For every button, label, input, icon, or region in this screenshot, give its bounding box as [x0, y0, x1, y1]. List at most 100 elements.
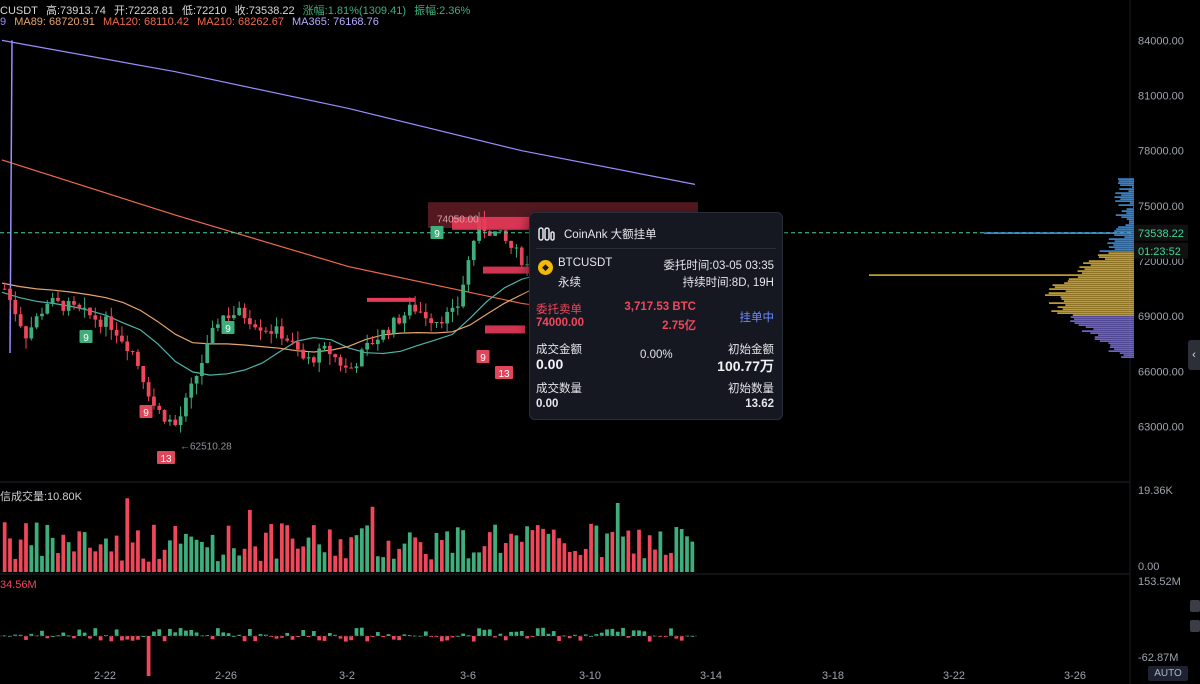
- volume-bar: [493, 524, 497, 572]
- candle-body: [34, 316, 39, 328]
- volume-bar: [642, 558, 647, 572]
- indicator-bar: [178, 628, 183, 636]
- candle-body: [386, 329, 391, 334]
- volume-profile-bar: [1108, 246, 1134, 248]
- volume-bar: [306, 537, 311, 572]
- filled-amount: 0.00: [536, 356, 564, 372]
- volume-bar: [562, 543, 567, 572]
- td-sequence-label: 9: [480, 353, 486, 364]
- indicator-bar: [498, 633, 503, 636]
- filled-qty: 0.00: [536, 398, 559, 410]
- candle-body: [327, 345, 332, 355]
- indicator-bar: [445, 636, 449, 641]
- volume-bar: [434, 533, 439, 572]
- collapse-panel-chevron-icon[interactable]: ‹: [1188, 340, 1200, 370]
- symbol-label: CUSDT: [0, 5, 38, 17]
- candle-body: [173, 419, 178, 426]
- volume-bar: [290, 538, 295, 572]
- volume-bar: [541, 528, 545, 572]
- volume-bar: [226, 525, 231, 572]
- countdown-label: 01:23:52: [1138, 246, 1181, 258]
- candle-body: [104, 316, 108, 327]
- volume-profile-bar: [1126, 218, 1134, 220]
- volume-profile-bar: [1090, 332, 1134, 334]
- order-price: 74000.00: [536, 317, 584, 329]
- volume-profile-bar: [1045, 294, 1134, 296]
- candle-body: [200, 362, 204, 377]
- volume-bar: [248, 509, 252, 572]
- volume-bar: [237, 555, 242, 572]
- time-tick-label: 3-2: [339, 670, 355, 682]
- indicator-bar: [535, 628, 540, 636]
- candle-body: [434, 322, 439, 324]
- tool-icon[interactable]: [1190, 600, 1200, 612]
- indicator-bar: [599, 632, 604, 636]
- indicator-bar: [93, 628, 98, 636]
- indicator-bar: [77, 629, 82, 636]
- candle-body: [445, 311, 449, 324]
- current-price-box: [1134, 224, 1188, 241]
- candle-body: [391, 317, 396, 334]
- volume-profile-bar: [1094, 336, 1134, 338]
- candle-body: [253, 324, 258, 328]
- volume-profile-bar: [1099, 340, 1134, 342]
- ma-lead: 9: [0, 16, 7, 28]
- volume-profile-bar: [1098, 256, 1134, 258]
- volume-bar: [509, 533, 513, 572]
- indicator-bar: [2, 635, 7, 637]
- volume-profile-bar: [1118, 182, 1134, 184]
- candle-body: [248, 318, 252, 325]
- time-tick-label: 2-26: [215, 670, 237, 682]
- candle-body: [210, 327, 215, 343]
- volume-bar: [397, 548, 402, 572]
- volume-bar: [685, 536, 689, 572]
- indicator-bar: [290, 636, 295, 640]
- volume-bar: [503, 543, 508, 572]
- candle-body: [285, 338, 290, 341]
- candle-body: [258, 327, 263, 331]
- td-sequence-label: 9: [434, 229, 440, 240]
- volume-bar: [93, 551, 98, 572]
- volume-profile-bar: [1132, 186, 1134, 188]
- indicator-bar: [626, 636, 631, 638]
- volume-bar: [184, 533, 188, 572]
- indicator-bar: [82, 632, 87, 636]
- td-sequence-badge: [221, 321, 235, 334]
- candle-body: [141, 365, 146, 383]
- candle-body: [503, 230, 508, 241]
- indicator-bar: [205, 635, 210, 637]
- volume-profile-bar: [1119, 188, 1134, 190]
- td-sequence-badge: [430, 226, 444, 239]
- candle-body: [82, 307, 87, 309]
- sell-wall-bar: [367, 297, 415, 302]
- candle-body: [264, 330, 268, 332]
- volume-profile-bar: [1054, 286, 1134, 288]
- volume-bar: [610, 531, 615, 572]
- volume-profile-bar: [1099, 250, 1134, 252]
- indicator-bar: [583, 634, 588, 636]
- volume-profile-bar: [1067, 280, 1134, 282]
- td-sequence-label: 13: [160, 454, 172, 465]
- volume-profile-bar: [1121, 216, 1134, 218]
- volume-bar: [375, 556, 380, 572]
- candle-body: [98, 319, 103, 327]
- volume-bar: [216, 561, 220, 572]
- indicator-bar: [503, 636, 508, 641]
- volume-profile-bar: [1097, 254, 1134, 256]
- volume-bar: [194, 539, 199, 572]
- large-order-tooltip: CoinAnk 大额挂单 ◆ BTCUSDT 永续 委托时间:03-05 03:…: [529, 212, 783, 420]
- volume-bar: [114, 535, 119, 572]
- indicator-bar: [13, 634, 18, 636]
- indicator-bar: [61, 632, 66, 636]
- volume-profile-bar: [1081, 272, 1134, 274]
- lock-icon[interactable]: [1190, 620, 1200, 632]
- initial-qty: 13.62: [745, 398, 774, 410]
- candle-body: [13, 299, 18, 315]
- volume-bar: [557, 538, 561, 572]
- volume-profile-bar: [1085, 326, 1134, 328]
- price-tick-label: 78000.00: [1138, 146, 1184, 158]
- volume-bar: [146, 561, 151, 572]
- volume-profile-bar: [1049, 288, 1134, 290]
- volume-profile-bar: [1078, 324, 1134, 326]
- auto-scale-button[interactable]: AUTO: [1148, 666, 1188, 681]
